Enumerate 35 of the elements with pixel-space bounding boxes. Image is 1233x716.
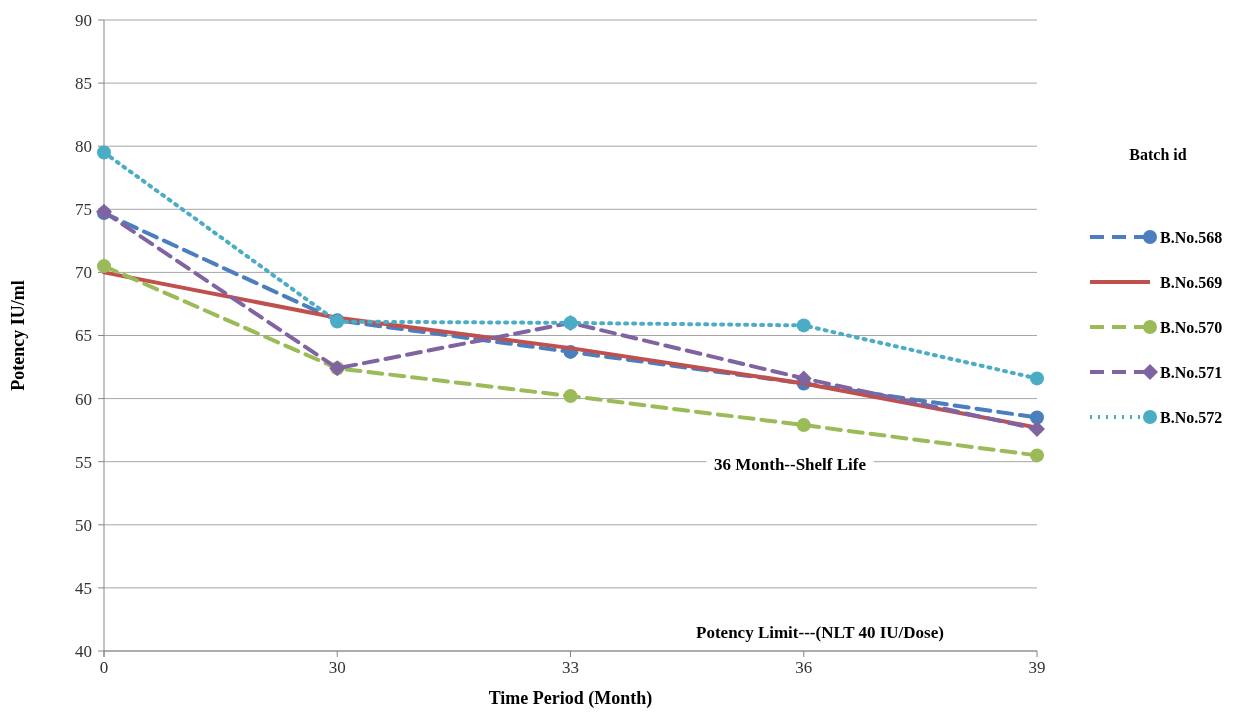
y-tick-label: 60 [75, 389, 92, 409]
x-tick-label: 0 [99, 658, 109, 677]
annotation: Potency Limit---(NLT 40 IU/Dose) [696, 622, 944, 642]
y-tick-label: 75 [75, 200, 92, 220]
point [97, 259, 111, 274]
y-axis-title: Potency IU/ml [8, 280, 28, 391]
point [1029, 420, 1045, 437]
y-tick-label: 90 [75, 10, 92, 30]
y-tick-label: 65 [75, 326, 92, 346]
legend-label: B.No.572 [1160, 408, 1223, 426]
point [1030, 448, 1044, 463]
legend-label: B.No.568 [1160, 228, 1223, 246]
point [563, 389, 578, 404]
legend-label: B.No.569 [1160, 273, 1223, 291]
y-tick-label: 70 [75, 263, 92, 283]
y-tick-label: 55 [75, 452, 92, 472]
x-tick-label: 33 [562, 658, 579, 677]
x-tick-label: 36 [795, 658, 813, 677]
x-axis-title: Time Period (Month) [488, 688, 653, 709]
y-tick-label: 45 [75, 578, 92, 598]
y-tick-label: 85 [75, 74, 92, 94]
legend-label: B.No.570 [1160, 318, 1223, 336]
x-tick-label: 30 [328, 658, 346, 677]
point [795, 370, 812, 387]
point [1030, 371, 1044, 386]
y-tick-label: 40 [75, 641, 92, 661]
point [796, 418, 811, 433]
y-tick-label: 80 [75, 137, 92, 157]
point [796, 318, 811, 333]
point [97, 145, 111, 160]
legend-title: Batch id [1129, 146, 1187, 163]
x-tick-label: 39 [1028, 658, 1046, 677]
legend-label: B.No.571 [1160, 363, 1223, 381]
annotation: 36 Month--Shelf Life [713, 454, 867, 474]
y-tick-label: 50 [75, 515, 92, 535]
